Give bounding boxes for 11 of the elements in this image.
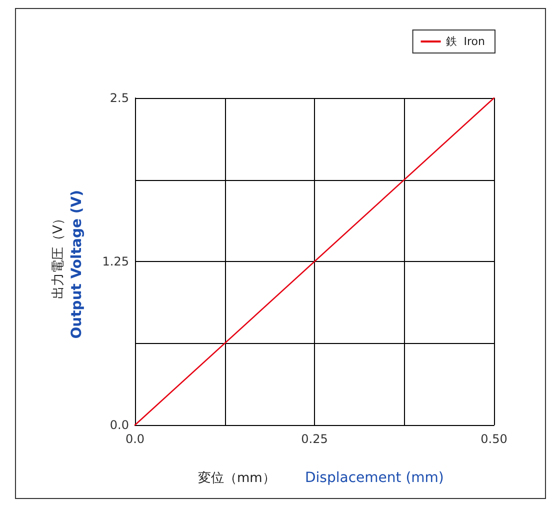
y-tick-label: 0.0 (110, 418, 129, 432)
text: Displacement (mm) (305, 470, 444, 486)
x-tick-label: 0.50 (480, 432, 508, 446)
x-tick-label: 0.0 (125, 432, 145, 446)
text: Output Voltage (V) (69, 190, 85, 339)
x-tick-label: 0.25 (301, 432, 328, 446)
y-axis-title: 出力電圧（V） (51, 212, 66, 299)
x-axis-title: 変位（mm） (198, 470, 276, 486)
y-tick-label: 1.25 (102, 254, 129, 268)
legend-label: 鉄 Iron (446, 35, 486, 48)
y-tick-label: 2.5 (110, 91, 129, 105)
